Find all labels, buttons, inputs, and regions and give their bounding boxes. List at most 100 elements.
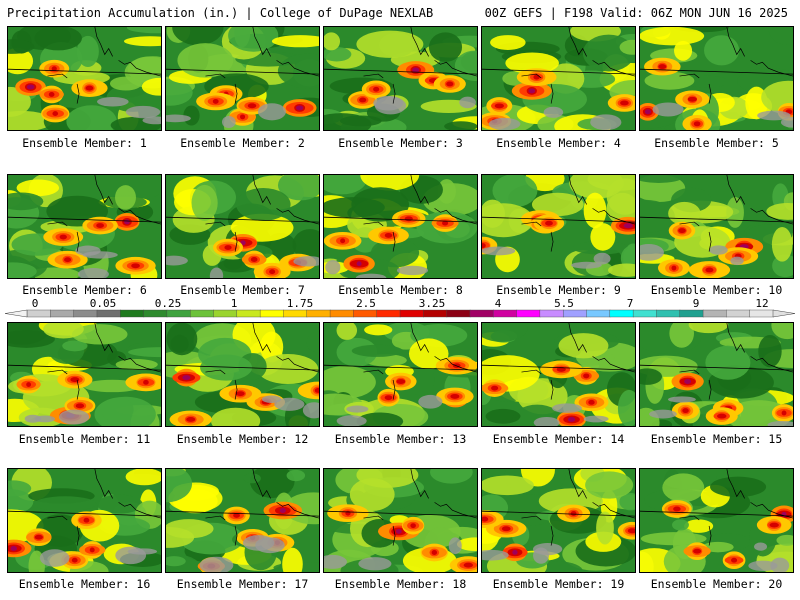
precipitation-field bbox=[324, 27, 477, 130]
colorbar-tick-label: 5.5 bbox=[554, 297, 574, 310]
precipitation-field bbox=[8, 27, 161, 130]
colorbar-tick-label: 0.05 bbox=[89, 297, 117, 310]
precipitation-field bbox=[324, 175, 477, 278]
member-label-13: Ensemble Member: 13 bbox=[334, 432, 467, 446]
map-panel-7 bbox=[165, 174, 320, 279]
color-swatch bbox=[749, 309, 774, 318]
color-swatch bbox=[329, 309, 354, 318]
member-label-16: Ensemble Member: 16 bbox=[18, 577, 151, 591]
member-label-11: Ensemble Member: 11 bbox=[18, 432, 151, 446]
map-panel-13 bbox=[323, 322, 478, 427]
colorbar-right-arrow bbox=[772, 309, 795, 318]
map-title: Precipitation Accumulation (in.) | Colle… bbox=[7, 6, 434, 20]
color-swatch bbox=[143, 309, 168, 318]
precipitation-field bbox=[166, 469, 319, 572]
member-label-1: Ensemble Member: 1 bbox=[22, 136, 147, 150]
map-panel-1 bbox=[7, 26, 162, 131]
precipitation-field bbox=[640, 175, 793, 278]
member-label-9: Ensemble Member: 9 bbox=[496, 283, 621, 297]
member-label-3: Ensemble Member: 3 bbox=[338, 136, 463, 150]
member-label-19: Ensemble Member: 19 bbox=[492, 577, 625, 591]
map-panel-8 bbox=[323, 174, 478, 279]
color-swatch bbox=[26, 309, 51, 318]
member-label-7: Ensemble Member: 7 bbox=[180, 283, 305, 297]
colorbar-tick-label: 9 bbox=[692, 297, 700, 310]
map-panel-15 bbox=[639, 322, 794, 427]
map-panel-18 bbox=[323, 468, 478, 573]
map-panel-10 bbox=[639, 174, 794, 279]
map-panel-11 bbox=[7, 322, 162, 427]
color-swatch bbox=[656, 309, 681, 318]
color-swatch bbox=[609, 309, 634, 318]
color-swatch bbox=[469, 309, 494, 318]
color-swatch bbox=[50, 309, 75, 318]
colorbar-tick-label: 1 bbox=[230, 297, 238, 310]
member-label-15: Ensemble Member: 15 bbox=[650, 432, 783, 446]
color-swatch bbox=[562, 309, 588, 318]
map-panel-2 bbox=[165, 26, 320, 131]
map-panel-12 bbox=[165, 322, 320, 427]
precipitation-field bbox=[8, 175, 161, 278]
colorbar-tick-label: 0 bbox=[31, 297, 39, 310]
member-label-4: Ensemble Member: 4 bbox=[496, 136, 621, 150]
color-scale-bar bbox=[5, 309, 795, 318]
color-swatch bbox=[679, 309, 704, 318]
color-swatch bbox=[306, 309, 331, 318]
member-label-10: Ensemble Member: 10 bbox=[650, 283, 783, 297]
colorbar-tick-label: 12 bbox=[755, 297, 769, 310]
colorbar-tick-label: 0.25 bbox=[154, 297, 182, 310]
precipitation-field bbox=[8, 469, 161, 572]
precipitation-field bbox=[482, 175, 635, 278]
color-swatch bbox=[73, 309, 98, 318]
colorbar-tick-label: 2.5 bbox=[356, 297, 376, 310]
precipitation-field bbox=[324, 323, 477, 426]
colorbar-tick-label: 3.25 bbox=[418, 297, 446, 310]
precipitation-field bbox=[482, 323, 635, 426]
color-swatch bbox=[189, 309, 215, 318]
map-panel-9 bbox=[481, 174, 636, 279]
colorbar-tick-label: 7 bbox=[626, 297, 634, 310]
color-swatch bbox=[423, 309, 448, 318]
color-swatch bbox=[283, 309, 308, 318]
color-swatch bbox=[632, 309, 658, 318]
map-panel-3 bbox=[323, 26, 478, 131]
member-label-5: Ensemble Member: 5 bbox=[654, 136, 779, 150]
color-swatch bbox=[353, 309, 378, 318]
member-label-8: Ensemble Member: 8 bbox=[338, 283, 463, 297]
member-label-12: Ensemble Member: 12 bbox=[176, 432, 309, 446]
color-swatch bbox=[259, 309, 285, 318]
map-panel-4 bbox=[481, 26, 636, 131]
colorbar-tick-label: 4 bbox=[494, 297, 502, 310]
member-label-14: Ensemble Member: 14 bbox=[492, 432, 625, 446]
precipitation-field bbox=[324, 469, 477, 572]
precipitation-field bbox=[482, 27, 635, 130]
precipitation-field bbox=[640, 27, 793, 130]
color-swatch bbox=[726, 309, 751, 318]
precipitation-field bbox=[166, 323, 319, 426]
color-swatch bbox=[376, 309, 401, 318]
colorbar-tick-label: 1.75 bbox=[286, 297, 314, 310]
color-swatch bbox=[702, 309, 727, 318]
member-label-17: Ensemble Member: 17 bbox=[176, 577, 309, 591]
precipitation-field bbox=[166, 27, 319, 130]
color-swatch bbox=[96, 309, 121, 318]
map-panel-5 bbox=[639, 26, 794, 131]
member-label-20: Ensemble Member: 20 bbox=[650, 577, 783, 591]
map-panel-6 bbox=[7, 174, 162, 279]
color-swatch bbox=[516, 309, 541, 318]
precipitation-field bbox=[482, 469, 635, 572]
member-label-6: Ensemble Member: 6 bbox=[22, 283, 147, 297]
precipitation-field bbox=[640, 323, 793, 426]
member-label-2: Ensemble Member: 2 bbox=[180, 136, 305, 150]
color-swatch bbox=[586, 309, 611, 318]
color-swatch bbox=[446, 309, 471, 318]
map-panel-14 bbox=[481, 322, 636, 427]
color-swatch bbox=[399, 309, 424, 318]
precipitation-field bbox=[8, 323, 161, 426]
precipitation-field bbox=[166, 175, 319, 278]
color-swatch bbox=[120, 309, 145, 318]
color-swatch bbox=[493, 309, 518, 318]
color-swatch bbox=[166, 309, 191, 318]
map-panel-20 bbox=[639, 468, 794, 573]
precipitation-field bbox=[640, 469, 793, 572]
